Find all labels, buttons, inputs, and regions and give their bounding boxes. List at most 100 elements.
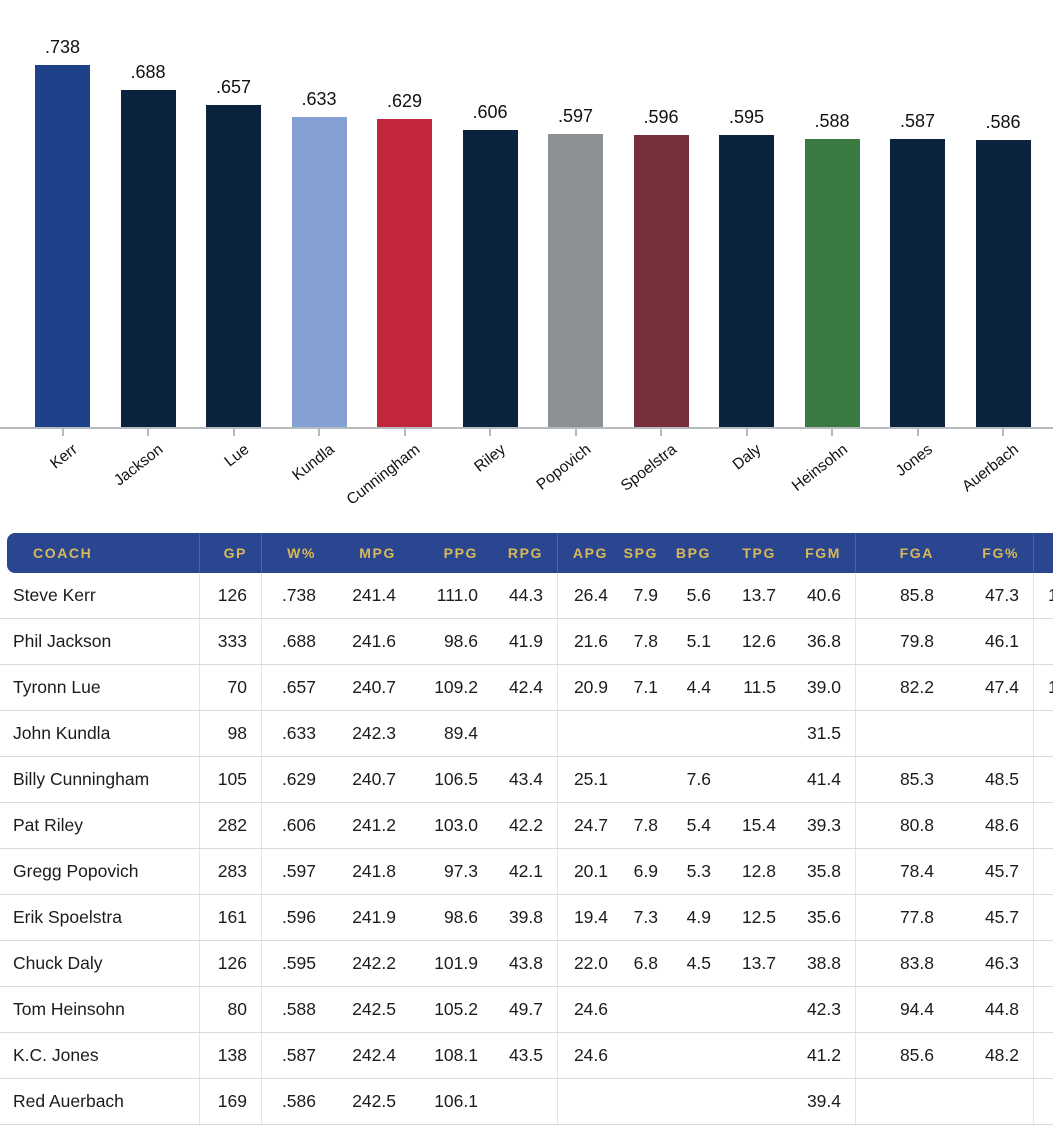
stat-cell: 79.8 [899, 631, 934, 651]
coach-name-cell: K.C. Jones [0, 1033, 200, 1078]
stat-cell: 1 [1048, 677, 1053, 697]
win-pct-bar-chart: .738 Kerr .688 Jackson .657 Lue .633 Kundla .629… [0, 0, 1053, 509]
stat-cell [672, 711, 725, 756]
stat-cell: 241.2 [352, 815, 396, 835]
stat-cell [1034, 1079, 1053, 1124]
column-header-spg: SPG [623, 545, 658, 561]
x-axis-label-auerbach: Auerbach [958, 441, 1022, 496]
stat-cell [1034, 757, 1053, 802]
x-axis-tick [831, 429, 833, 436]
table-row: Chuck Daly 126 .595 242.2 101.9 43.8 22.0 6.8 4.… [0, 941, 1053, 987]
coach-name-cell: John Kundla [0, 711, 200, 756]
stat-cell: 98 [200, 711, 262, 756]
table-row: Phil Jackson 333 .688 241.6 98.6 41.9 21.6 7.8 5… [0, 619, 1053, 665]
column-header-tpg: TPG [742, 545, 776, 561]
stat-cell: 242.4 [352, 1045, 396, 1065]
bar-popovich [548, 134, 603, 427]
bar-lue [206, 105, 261, 427]
table-row: K.C. Jones 138 .587 242.4 108.1 43.5 24.6 41.2 8… [0, 1033, 1053, 1079]
stat-cell: 42.1 [492, 849, 558, 894]
table-row: Pat Riley 282 .606 241.2 103.0 42.2 24.7 7.8 5.4… [0, 803, 1053, 849]
column-header-w-: W% [287, 545, 316, 561]
coach-name-cell: Billy Cunningham [0, 757, 200, 802]
stat-cell: 5.4 [686, 815, 711, 835]
stat-cell: 7.6 [686, 769, 711, 789]
stat-cell: .738 [281, 585, 316, 605]
stat-cell: 101.9 [434, 953, 478, 973]
stat-cell: 241.9 [352, 907, 396, 927]
stat-cell: 35.6 [790, 895, 856, 940]
stat-cell: 89.4 [443, 723, 478, 743]
stat-cell: .586 [281, 1091, 316, 1111]
x-axis-tick [660, 429, 662, 436]
stat-cell [622, 757, 672, 802]
column-header-coach: COACH [0, 533, 200, 573]
stat-cell: 108.1 [434, 1045, 478, 1065]
x-axis-tick [318, 429, 320, 436]
bar-value-label-cunningham: .629 [386, 91, 423, 111]
stat-cell [856, 711, 948, 756]
table-row: Gregg Popovich 283 .597 241.8 97.3 42.1 20.1 6.… [0, 849, 1053, 895]
stat-cell [725, 987, 790, 1032]
bar-value-label-jones: .587 [899, 111, 936, 131]
stat-cell: 98.6 [443, 631, 478, 651]
stat-cell: 7.3 [633, 907, 658, 927]
column-header-clipped [1034, 533, 1053, 573]
bar-value-label-jackson: .688 [130, 62, 166, 82]
stat-cell: 24.6 [573, 1045, 608, 1065]
stat-cell: 242.3 [352, 723, 396, 743]
stat-cell: 103.0 [434, 815, 478, 835]
stat-cell: 83.8 [899, 953, 934, 973]
stat-cell [672, 1079, 725, 1124]
x-axis-label-popovich: Popovich [533, 441, 594, 494]
bar-jackson [120, 90, 176, 427]
stat-cell: 42.4 [492, 665, 558, 710]
table-row: Steve Kerr 126 .738 241.4 111.0 44.3 26.4 7.9 5.… [0, 573, 1053, 619]
stat-cell: 111.0 [436, 585, 478, 605]
x-axis-label-daly: Daly [730, 441, 765, 474]
bar-spoelstra [633, 135, 689, 427]
column-header-rpg: RPG [492, 533, 558, 573]
stat-cell: 43.4 [492, 757, 558, 802]
stat-cell: 282 [200, 803, 262, 848]
x-axis-tick [489, 429, 491, 436]
stat-cell: 106.1 [434, 1091, 478, 1111]
x-axis-tick [745, 429, 748, 436]
bar-value-label-spoelstra: .596 [643, 107, 679, 127]
stat-cell: .596 [281, 907, 316, 927]
x-axis-label-kundla: Kundla [288, 441, 338, 485]
coach-name-cell: Steve Kerr [0, 573, 200, 618]
x-axis-label-riley: Riley [470, 441, 509, 476]
stat-cell [725, 1033, 790, 1078]
table-row: Red Auerbach 169 .586 242.5 106.1 39.4 [0, 1079, 1053, 1125]
stat-cell [856, 1079, 948, 1124]
coach-name-cell: Phil Jackson [0, 619, 200, 664]
stat-cell: 36.8 [790, 619, 856, 664]
stat-cell: 105.2 [434, 999, 478, 1019]
stat-cell: 126 [200, 941, 262, 986]
column-header-apg: APG [572, 545, 608, 561]
stat-cell: 241.8 [352, 861, 396, 881]
stat-cell: 85.8 [899, 585, 934, 605]
x-axis-label-jackson: Jackson [111, 441, 167, 490]
stat-cell: 43.8 [492, 941, 558, 986]
stat-cell: 333 [200, 619, 262, 664]
stat-cell [725, 711, 790, 756]
stat-cell [622, 987, 672, 1032]
stat-cell [558, 711, 622, 756]
stat-cell: .688 [281, 631, 316, 651]
stat-cell: 77.8 [899, 907, 934, 927]
x-axis-tick [147, 429, 149, 436]
stat-cell [672, 1033, 725, 1078]
stat-cell: 22.0 [573, 953, 608, 973]
stat-cell: 80 [200, 987, 262, 1032]
stat-cell: 35.8 [790, 849, 856, 894]
stat-cell: 70 [200, 665, 262, 710]
x-axis-label-kerr: Kerr [47, 441, 81, 473]
stat-cell [948, 711, 1034, 756]
stat-cell: 98.6 [443, 907, 478, 927]
stat-cell: 47.4 [948, 665, 1034, 710]
stat-cell: 12.8 [741, 861, 776, 881]
column-header-fg-: FG% [948, 533, 1034, 573]
stat-cell: 242.5 [352, 999, 396, 1019]
